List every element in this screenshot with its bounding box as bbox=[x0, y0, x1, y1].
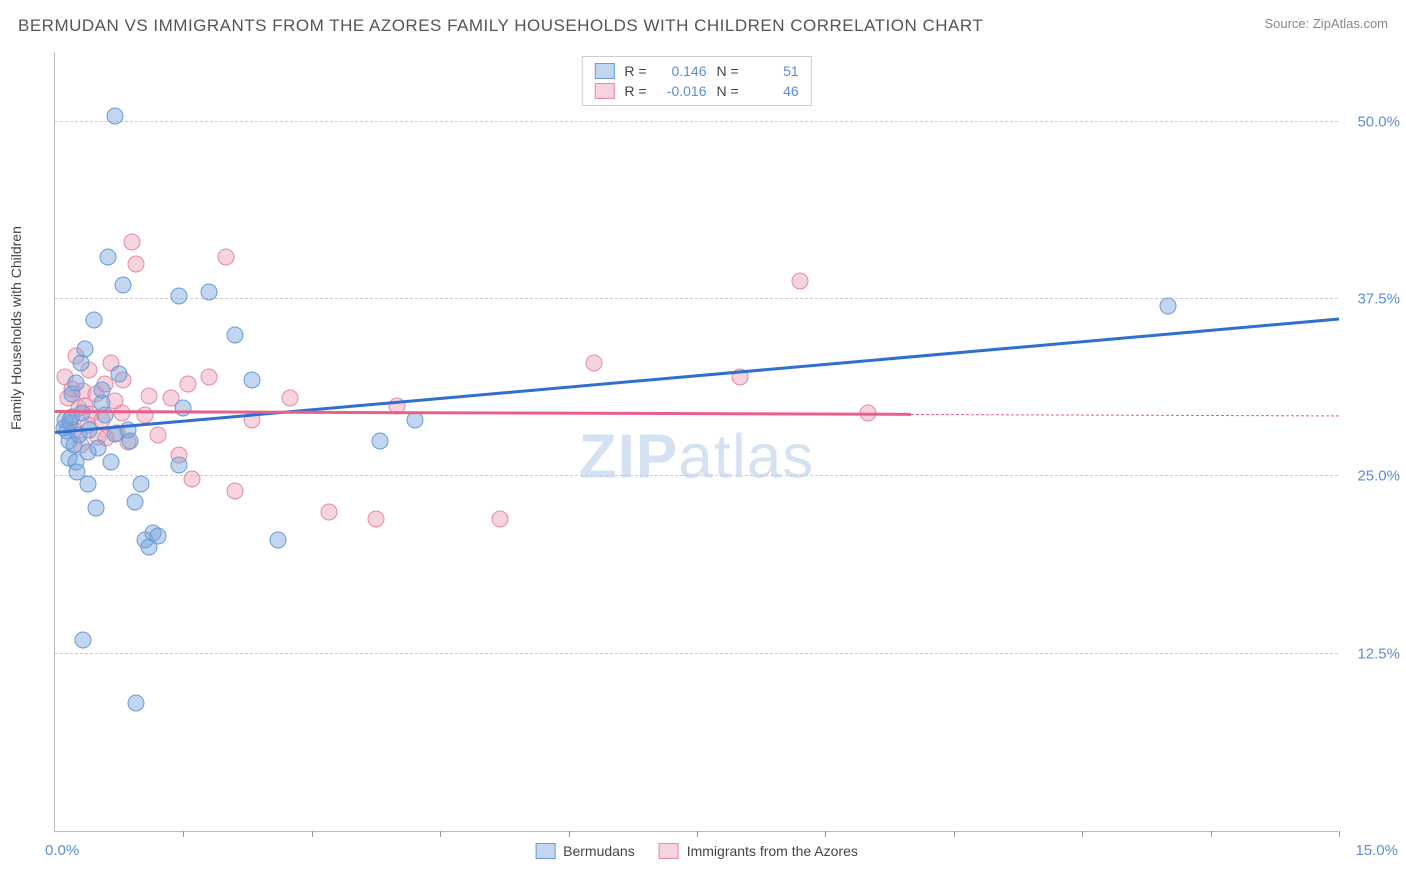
x-tick bbox=[183, 831, 184, 837]
x-tick bbox=[440, 831, 441, 837]
chart-title: BERMUDAN VS IMMIGRANTS FROM THE AZORES F… bbox=[18, 16, 983, 36]
y-tick-label: 37.5% bbox=[1357, 291, 1400, 308]
r-label: R = bbox=[624, 83, 646, 99]
x-tick bbox=[1211, 831, 1212, 837]
x-axis-min-label: 0.0% bbox=[45, 842, 79, 859]
watermark: ZIPatlas bbox=[579, 422, 814, 493]
point-bermudans bbox=[149, 528, 166, 545]
point-azores bbox=[218, 248, 235, 265]
point-azores bbox=[124, 234, 141, 251]
point-bermudans bbox=[85, 312, 102, 329]
x-tick bbox=[1339, 831, 1340, 837]
swatch-bermudans bbox=[535, 843, 555, 859]
point-bermudans bbox=[171, 457, 188, 474]
point-bermudans bbox=[76, 340, 93, 357]
point-bermudans bbox=[1159, 298, 1176, 315]
plot-area: ZIPatlas R =0.146N =51R =-0.016N =46 Ber… bbox=[54, 52, 1338, 832]
point-bermudans bbox=[115, 277, 132, 294]
point-azores bbox=[226, 482, 243, 499]
gridline bbox=[55, 298, 1338, 299]
n-label: N = bbox=[717, 63, 739, 79]
point-bermudans bbox=[171, 288, 188, 305]
stats-legend: R = 0.146 N = 51 R = -0.016 N = 46 bbox=[581, 56, 811, 106]
y-tick-label: 50.0% bbox=[1357, 113, 1400, 130]
legend-item-bermudans: Bermudans bbox=[535, 843, 635, 859]
point-azores bbox=[201, 369, 218, 386]
stats-legend-row: R = 0.146 N = 51 bbox=[594, 61, 798, 81]
x-tick bbox=[312, 831, 313, 837]
gridline bbox=[55, 121, 1338, 122]
swatch-icon bbox=[594, 83, 614, 99]
point-azores bbox=[149, 427, 166, 444]
x-tick bbox=[825, 831, 826, 837]
point-bermudans bbox=[243, 372, 260, 389]
n-value: 46 bbox=[749, 83, 799, 99]
x-tick bbox=[954, 831, 955, 837]
point-azores bbox=[586, 355, 603, 372]
stats-legend-row: R = -0.016 N = 46 bbox=[594, 81, 798, 101]
point-azores bbox=[179, 376, 196, 393]
point-azores bbox=[368, 511, 385, 528]
point-bermudans bbox=[175, 400, 192, 417]
x-tick bbox=[697, 831, 698, 837]
point-azores bbox=[791, 272, 808, 289]
chart-container: BERMUDAN VS IMMIGRANTS FROM THE AZORES F… bbox=[0, 0, 1406, 892]
point-bermudans bbox=[100, 248, 117, 265]
point-bermudans bbox=[73, 404, 90, 421]
x-axis-max-label: 15.0% bbox=[1355, 842, 1398, 859]
point-azores bbox=[492, 511, 509, 528]
x-tick bbox=[569, 831, 570, 837]
series-legend: Bermudans Immigrants from the Azores bbox=[535, 843, 858, 859]
watermark-bold: ZIP bbox=[579, 423, 678, 492]
y-axis-label: Family Households with Children bbox=[8, 226, 24, 430]
point-bermudans bbox=[132, 475, 149, 492]
point-bermudans bbox=[269, 532, 286, 549]
point-bermudans bbox=[372, 433, 389, 450]
point-bermudans bbox=[406, 411, 423, 428]
legend-item-azores: Immigrants from the Azores bbox=[659, 843, 858, 859]
point-azores bbox=[183, 471, 200, 488]
point-bermudans bbox=[75, 631, 92, 648]
point-bermudans bbox=[94, 381, 111, 398]
n-value: 51 bbox=[749, 63, 799, 79]
point-bermudans bbox=[122, 433, 139, 450]
swatch-icon bbox=[594, 63, 614, 79]
point-azores bbox=[141, 387, 158, 404]
n-label: N = bbox=[717, 83, 739, 99]
point-bermudans bbox=[201, 284, 218, 301]
point-bermudans bbox=[67, 374, 84, 391]
point-bermudans bbox=[128, 695, 145, 712]
source-label: Source: ZipAtlas.com bbox=[1264, 16, 1388, 31]
y-tick-label: 12.5% bbox=[1357, 645, 1400, 662]
x-tick bbox=[1082, 831, 1083, 837]
legend-label-azores: Immigrants from the Azores bbox=[687, 843, 858, 859]
r-label: R = bbox=[624, 63, 646, 79]
point-bermudans bbox=[106, 108, 123, 125]
y-tick-label: 25.0% bbox=[1357, 468, 1400, 485]
point-bermudans bbox=[102, 454, 119, 471]
point-bermudans bbox=[126, 493, 143, 510]
point-azores bbox=[128, 255, 145, 272]
r-value: 0.146 bbox=[657, 63, 707, 79]
gridline bbox=[55, 475, 1338, 476]
point-bermudans bbox=[79, 475, 96, 492]
watermark-light: atlas bbox=[678, 423, 814, 492]
point-bermudans bbox=[226, 326, 243, 343]
point-azores bbox=[320, 503, 337, 520]
r-value: -0.016 bbox=[657, 83, 707, 99]
point-bermudans bbox=[89, 440, 106, 457]
gridline bbox=[55, 653, 1338, 654]
legend-label-bermudans: Bermudans bbox=[563, 843, 635, 859]
trendline-azores-extrapolated bbox=[911, 414, 1339, 416]
point-bermudans bbox=[111, 366, 128, 383]
header: BERMUDAN VS IMMIGRANTS FROM THE AZORES F… bbox=[18, 16, 1388, 36]
point-bermudans bbox=[88, 499, 105, 516]
swatch-azores bbox=[659, 843, 679, 859]
point-azores bbox=[282, 390, 299, 407]
